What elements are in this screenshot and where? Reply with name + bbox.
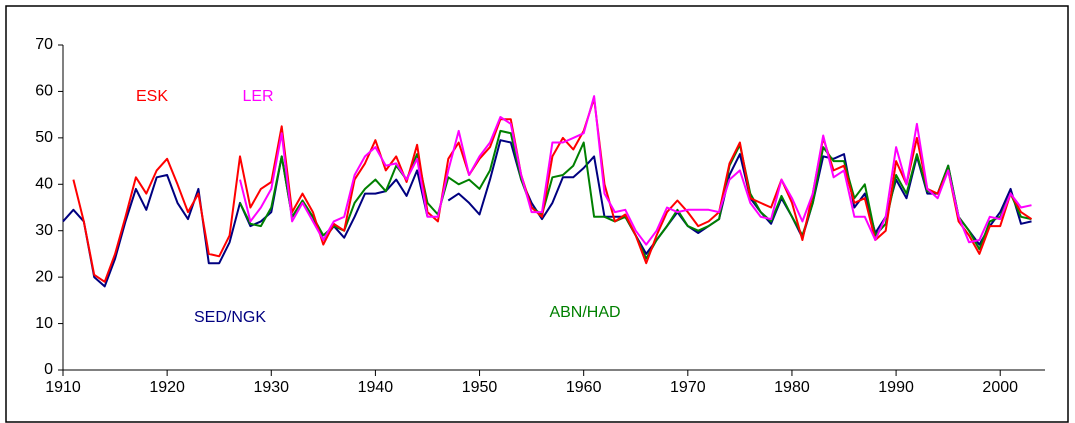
y-tick-label: 10 [35, 315, 53, 332]
x-tick-label: 1920 [149, 379, 185, 396]
y-tick-label: 0 [44, 361, 53, 378]
x-tick-label: 1990 [878, 379, 914, 396]
y-tick-label: 70 [35, 36, 53, 53]
x-tick-label: 1910 [45, 379, 81, 396]
x-tick-label: 1950 [462, 379, 498, 396]
y-tick-label: 40 [35, 176, 53, 193]
x-tick-label: 1930 [253, 379, 289, 396]
x-tick-label: 1980 [774, 379, 810, 396]
series-line [239, 95, 1032, 246]
legend-label: ABN/HAD [549, 304, 620, 321]
legend-label: LER [242, 88, 273, 105]
y-tick-label: 30 [35, 222, 53, 239]
y-tick-label: 50 [35, 129, 53, 146]
legend-label: ESK [136, 88, 168, 105]
x-tick-label: 1970 [670, 379, 706, 396]
x-tick-label: 1960 [566, 379, 602, 396]
x-tick-label: 1940 [358, 379, 394, 396]
series-line [72, 97, 1033, 283]
x-tick-label: 2000 [982, 379, 1018, 396]
y-tick-label: 60 [35, 83, 53, 100]
y-tick-label: 20 [35, 268, 53, 285]
legend-label: SED/NGK [194, 309, 266, 326]
chart-frame [5, 5, 1069, 423]
